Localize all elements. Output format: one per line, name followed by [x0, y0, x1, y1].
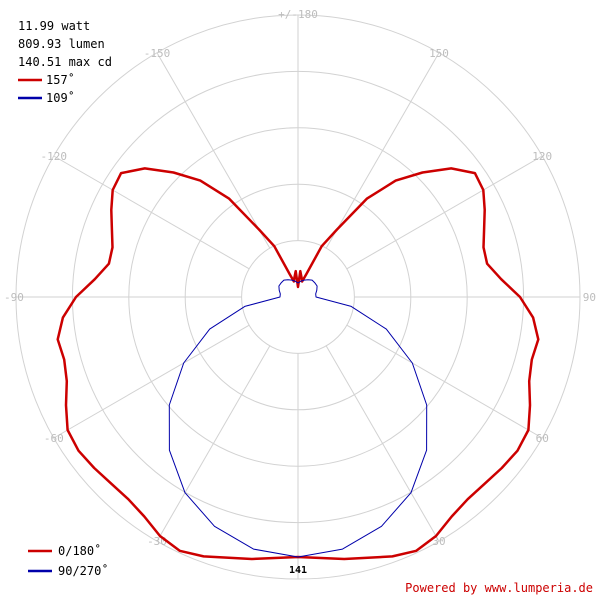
angle-labels: +/-180 -150 150 -120 120 -90 90 -60 60 -30 30	[4, 8, 596, 548]
info-block: 11.99 watt 809.93 lumen 140.51 max cd	[18, 19, 112, 69]
max-scale-label: 141	[289, 565, 307, 576]
grid-spoke	[53, 155, 250, 270]
grid-spoke	[156, 345, 271, 542]
angle-legend-label-109: 109˚	[46, 90, 75, 105]
angle-legend-label-157: 157˚	[46, 72, 75, 87]
angle-label: -30	[147, 535, 167, 548]
angle-label: -60	[44, 432, 64, 445]
polar-grid	[15, 14, 581, 580]
grid-spoke	[325, 345, 440, 542]
max-cd-text: 140.51 max cd	[18, 55, 112, 69]
angle-label: 120	[532, 150, 552, 163]
angle-label: 150	[429, 47, 449, 60]
angle-label: -120	[41, 150, 68, 163]
grid-spoke	[346, 155, 543, 270]
power-text: 11.99 watt	[18, 19, 90, 33]
plane-legend-label-0-180: 0/180˚	[58, 543, 101, 558]
curves	[56, 167, 540, 561]
series-line-0-180	[56, 167, 540, 561]
angle-label: 60	[536, 432, 549, 445]
angle-label: -150	[144, 47, 171, 60]
plane-legend: 0/180˚ 90/270˚	[28, 543, 109, 578]
angle-label: +/-180	[278, 8, 318, 21]
series-line-90-270	[168, 279, 428, 558]
flux-text: 809.93 lumen	[18, 37, 105, 51]
grid-spoke	[156, 52, 271, 249]
grid-ring	[241, 240, 355, 354]
credit-text: Powered by www.lumperia.de	[405, 581, 593, 595]
grid-spoke	[325, 52, 440, 249]
grid-spoke	[53, 324, 250, 439]
angle-label: 30	[432, 535, 445, 548]
angle-label: -90	[4, 291, 24, 304]
angle-label: 90	[583, 291, 596, 304]
plane-legend-label-90-270: 90/270˚	[58, 563, 109, 578]
grid-spoke	[346, 324, 543, 439]
angle-legend: 157˚ 109˚	[18, 72, 75, 105]
